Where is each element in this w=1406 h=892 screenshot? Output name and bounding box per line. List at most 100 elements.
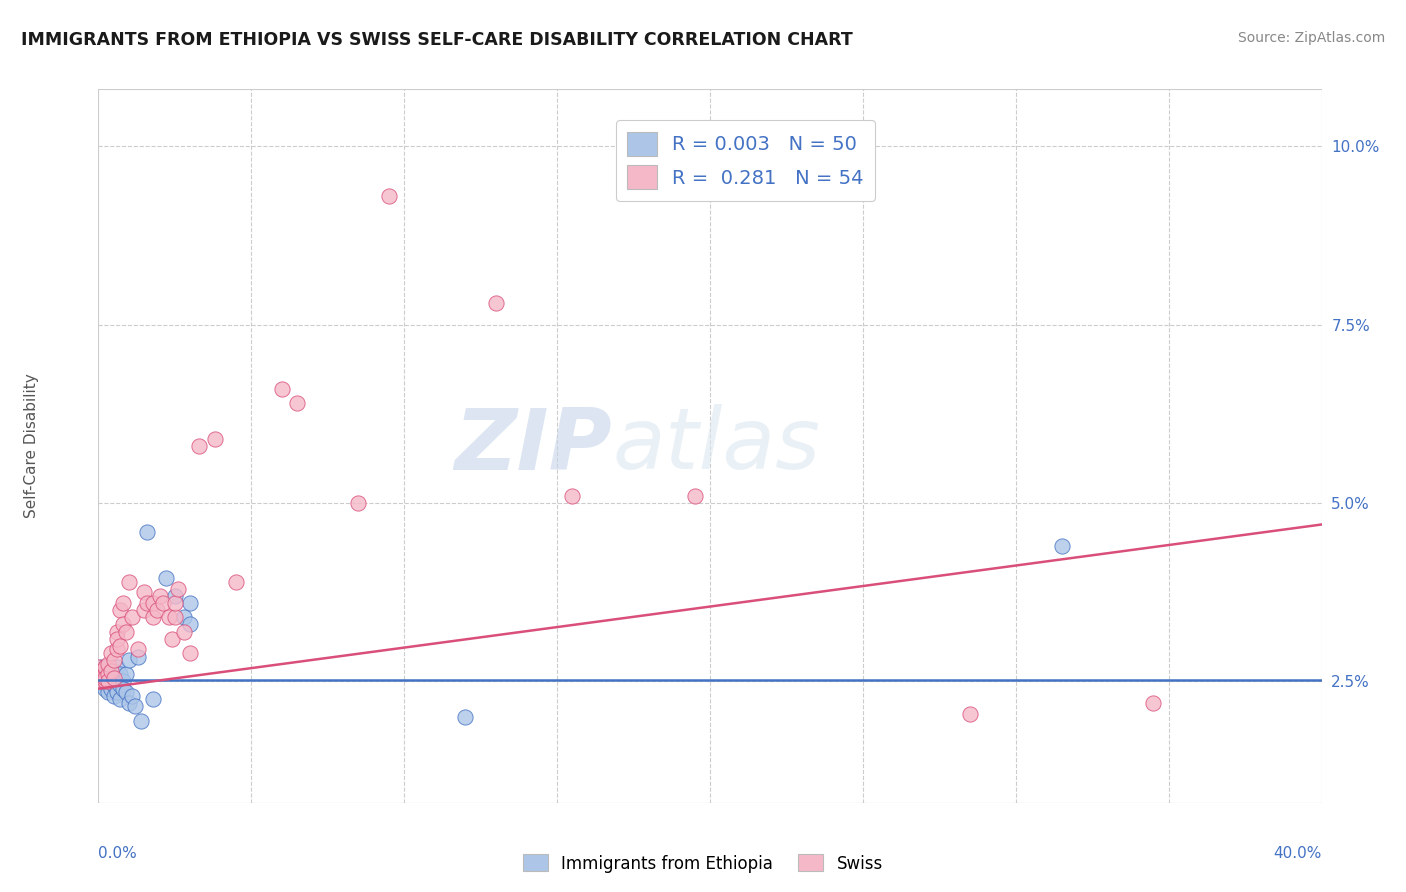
Point [90, 667, 112, 681]
Text: ZIP: ZIP [454, 404, 612, 488]
Point [959, 706, 981, 721]
Point [108, 667, 131, 681]
Point [108, 678, 131, 692]
Point [115, 624, 138, 639]
Point [103, 678, 125, 692]
Point [163, 589, 186, 603]
Point [115, 685, 138, 699]
Point [127, 649, 149, 664]
Text: Source: ZipAtlas.com: Source: ZipAtlas.com [1237, 31, 1385, 45]
Point [97, 664, 120, 678]
Point [100, 667, 122, 681]
Point [93, 671, 115, 685]
Point [97, 671, 120, 685]
Point [179, 617, 201, 632]
Point [149, 589, 172, 603]
Point [561, 489, 583, 503]
Point [108, 692, 131, 706]
Text: 0.0%: 0.0% [98, 846, 138, 861]
Text: Self-Care Disability: Self-Care Disability [24, 374, 38, 518]
Point [111, 617, 134, 632]
Point [142, 692, 165, 706]
Point [152, 596, 174, 610]
Point [105, 660, 128, 674]
Point [100, 674, 122, 689]
Point [118, 653, 141, 667]
Point [454, 710, 477, 724]
Point [142, 610, 165, 624]
Point [378, 189, 401, 203]
Legend: R = 0.003   N = 50, R =  0.281   N = 54: R = 0.003 N = 50, R = 0.281 N = 54 [616, 120, 876, 201]
Point [683, 489, 706, 503]
Point [103, 689, 125, 703]
Point [97, 685, 120, 699]
Point [204, 432, 226, 446]
Text: 40.0%: 40.0% [1274, 846, 1322, 861]
Point [129, 714, 152, 728]
Point [100, 646, 122, 660]
Point [136, 524, 159, 539]
Point [179, 596, 201, 610]
Point [188, 439, 211, 453]
Text: IMMIGRANTS FROM ETHIOPIA VS SWISS SELF-CARE DISABILITY CORRELATION CHART: IMMIGRANTS FROM ETHIOPIA VS SWISS SELF-C… [21, 31, 853, 49]
Point [111, 674, 134, 689]
Point [103, 674, 125, 689]
Point [93, 660, 115, 674]
Point [160, 632, 183, 646]
Point [118, 574, 141, 589]
Point [90, 674, 112, 689]
Text: atlas: atlas [612, 404, 820, 488]
Point [1142, 696, 1164, 710]
Point [105, 671, 128, 685]
Point [93, 660, 115, 674]
Point [145, 603, 167, 617]
Point [485, 296, 508, 310]
Point [93, 671, 115, 685]
Point [163, 596, 186, 610]
Point [90, 667, 112, 681]
Point [93, 667, 115, 681]
Point [90, 660, 112, 674]
Point [1050, 539, 1073, 553]
Point [163, 610, 186, 624]
Point [87, 664, 110, 678]
Point [225, 574, 247, 589]
Point [111, 681, 134, 696]
Point [100, 681, 122, 696]
Point [167, 582, 190, 596]
Point [103, 653, 125, 667]
Point [103, 664, 125, 678]
Point [127, 642, 149, 657]
Point [108, 603, 131, 617]
Point [90, 664, 112, 678]
Point [93, 681, 115, 696]
Point [93, 678, 115, 692]
Point [121, 689, 143, 703]
Point [87, 671, 110, 685]
Point [142, 596, 165, 610]
Point [173, 624, 195, 639]
Point [105, 685, 128, 699]
Point [97, 657, 120, 671]
Point [118, 696, 141, 710]
Point [108, 639, 131, 653]
Point [100, 664, 122, 678]
Point [285, 396, 308, 410]
Point [97, 674, 120, 689]
Point [97, 667, 120, 681]
Point [100, 671, 122, 685]
Point [179, 646, 201, 660]
Point [155, 571, 177, 585]
Point [347, 496, 370, 510]
Point [97, 678, 120, 692]
Point [111, 596, 134, 610]
Point [105, 624, 128, 639]
Point [103, 671, 125, 685]
Point [105, 632, 128, 646]
Point [97, 667, 120, 681]
Point [121, 610, 143, 624]
Legend: Immigrants from Ethiopia, Swiss: Immigrants from Ethiopia, Swiss [516, 847, 890, 880]
Point [97, 674, 120, 689]
Point [157, 610, 180, 624]
Point [136, 596, 159, 610]
